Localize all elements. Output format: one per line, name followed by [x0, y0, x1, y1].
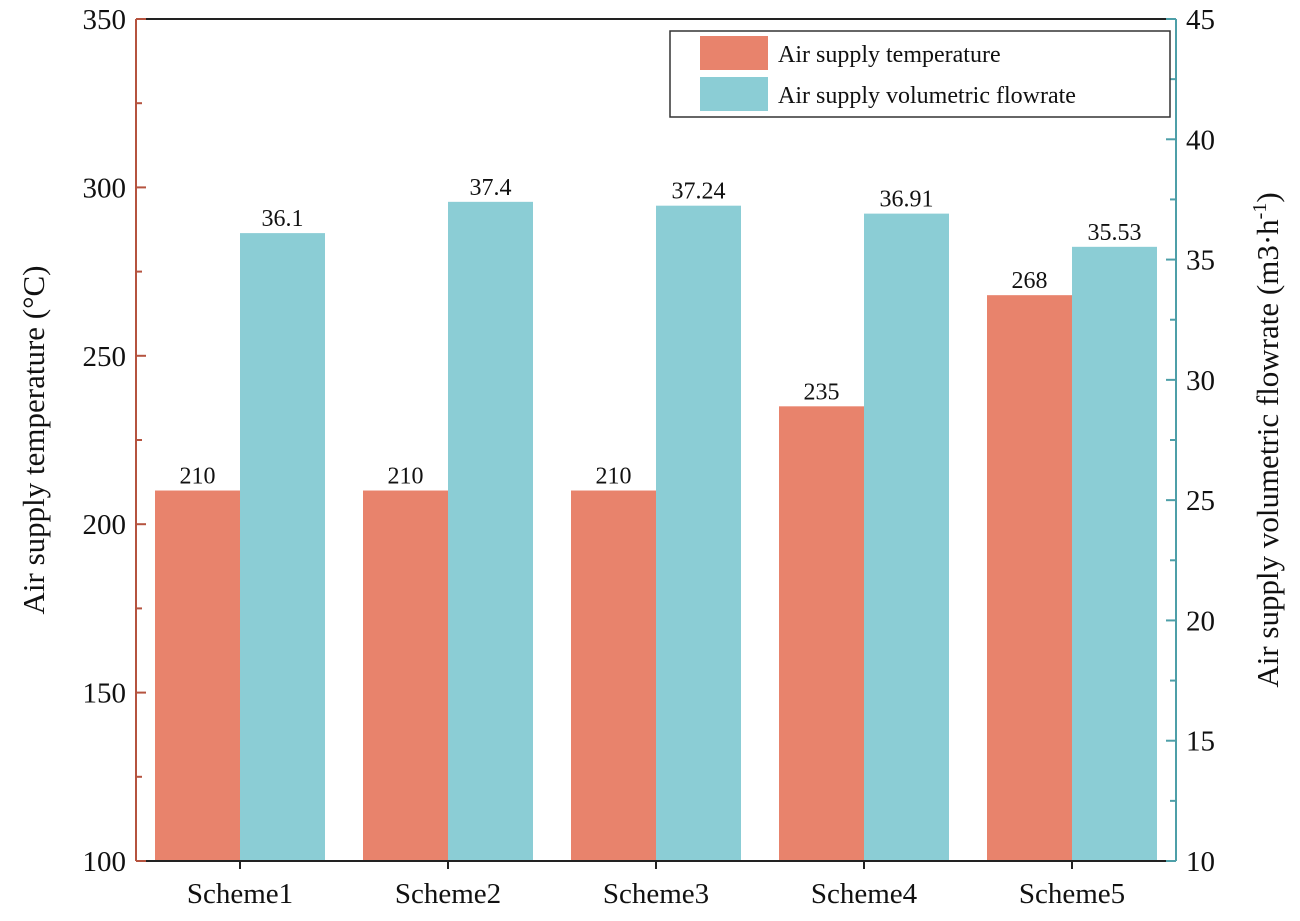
bar-flowrate-scheme5 [1072, 246, 1157, 861]
right-y-tick-label: 20 [1186, 605, 1215, 637]
right-y-tick-label: 15 [1186, 726, 1215, 758]
legend-label-flowrate: Air supply volumetric flowrate [778, 83, 1076, 109]
data-label-flowrate-scheme4: 36.91 [880, 187, 934, 213]
right-y-tick-label: 45 [1186, 4, 1215, 36]
data-label-flowrate-scheme3: 37.24 [672, 179, 726, 205]
legend: Air supply temperature Air supply volume… [669, 30, 1171, 118]
x-tick-label-scheme3: Scheme3 [603, 878, 709, 910]
data-label-flowrate-scheme2: 37.4 [470, 175, 512, 201]
bar-flowrate-scheme1 [240, 233, 325, 861]
data-label-temperature-scheme4: 235 [804, 379, 840, 405]
data-label-temperature-scheme5: 268 [1012, 268, 1048, 294]
bar-temperature-scheme2 [363, 490, 448, 861]
legend-swatch-flowrate [700, 77, 768, 111]
left-y-tick-label: 100 [83, 846, 127, 878]
x-tick-label-scheme5: Scheme5 [1019, 878, 1125, 910]
left-y-tick-label: 150 [83, 678, 127, 710]
bar-temperature-scheme4 [779, 406, 864, 861]
right-y-tick-label: 10 [1186, 846, 1215, 878]
left-y-tick-label: 250 [83, 341, 127, 373]
legend-label-temperature: Air supply temperature [778, 42, 1001, 68]
right-y-tick-label: 30 [1186, 365, 1215, 397]
bar-temperature-scheme5 [987, 295, 1072, 861]
left-y-tick-label: 300 [83, 172, 127, 204]
data-label-flowrate-scheme1: 36.1 [262, 206, 304, 232]
bar-flowrate-scheme4 [864, 213, 949, 861]
right-y-axis-title: Air supply volumetric flowrate (m3·h-1) [1249, 192, 1285, 687]
legend-swatch-temperature [700, 36, 768, 70]
x-tick-label-scheme2: Scheme2 [395, 878, 501, 910]
bar-temperature-scheme3 [571, 490, 656, 861]
data-label-flowrate-scheme5: 35.53 [1088, 220, 1142, 246]
axis-ticks: Scheme1 Scheme2 Scheme3 Scheme4 Scheme5 100 15… [83, 4, 1216, 910]
x-tick-label-scheme4: Scheme4 [811, 878, 918, 910]
data-label-temperature-scheme1: 210 [180, 464, 216, 490]
bars [155, 201, 1157, 862]
x-tick-label-scheme1: Scheme1 [187, 878, 293, 910]
data-labels: 210 36.1 210 37.4 210 37.24 235 36.91 268 35.53 [180, 175, 1142, 490]
left-y-axis-title: Air supply temperature (°C) [16, 266, 51, 615]
data-label-temperature-scheme3: 210 [596, 464, 632, 490]
left-y-tick-label: 200 [83, 509, 127, 541]
right-y-tick-label: 35 [1186, 245, 1215, 277]
right-y-tick-label: 40 [1186, 124, 1215, 156]
left-y-tick-label: 350 [83, 4, 127, 36]
bar-temperature-scheme1 [155, 490, 240, 861]
bar-flowrate-scheme3 [656, 205, 741, 862]
data-label-temperature-scheme2: 210 [388, 464, 424, 490]
right-y-tick-label: 25 [1186, 485, 1215, 517]
bar-flowrate-scheme2 [448, 201, 533, 861]
